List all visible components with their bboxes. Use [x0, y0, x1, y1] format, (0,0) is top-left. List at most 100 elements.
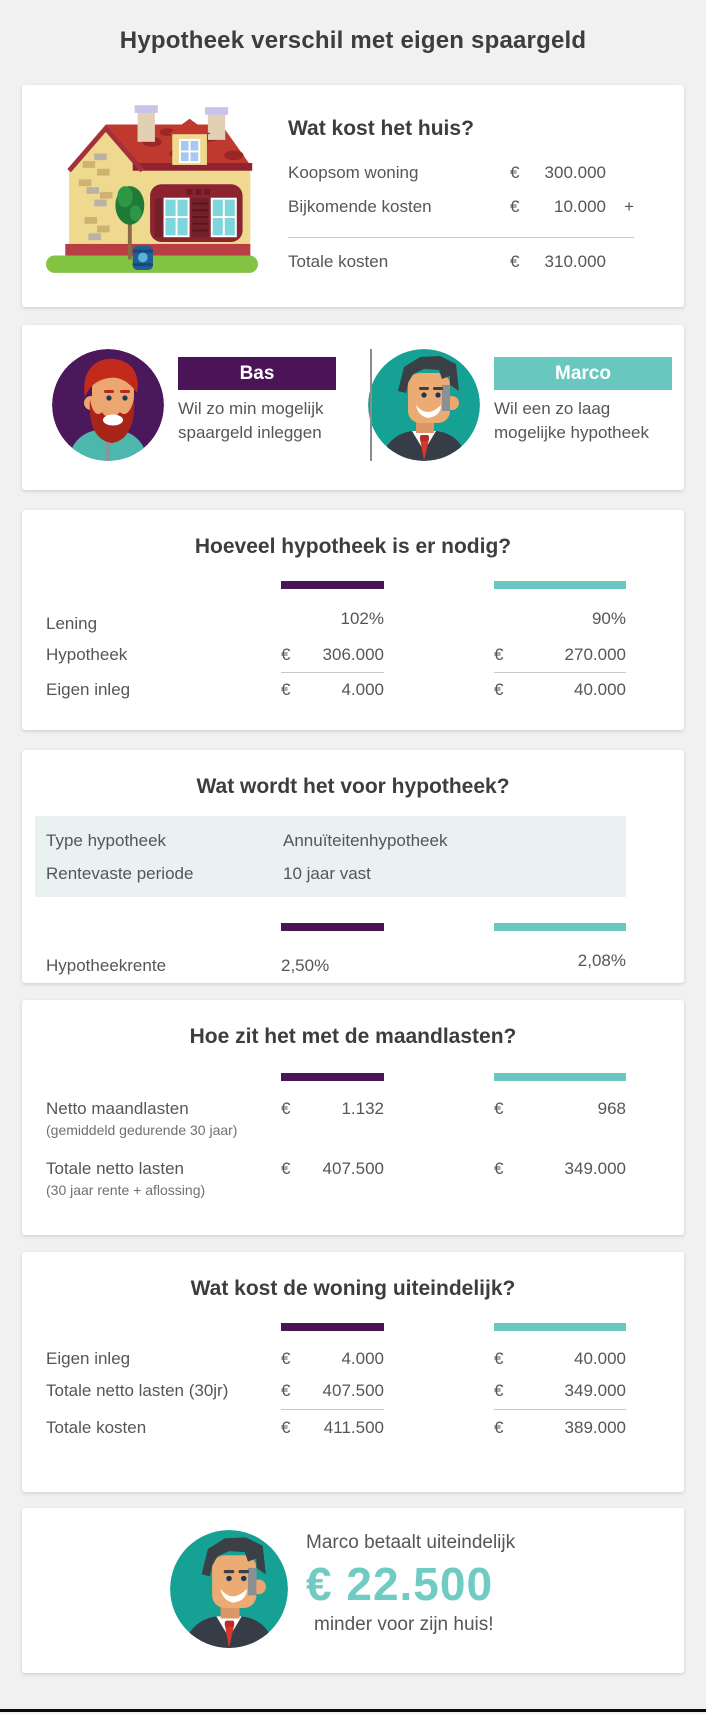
color-bars-row [22, 923, 684, 931]
color-bars-row [22, 581, 684, 589]
row-label: Eigen inleg [46, 1349, 131, 1368]
bas-color-bar [281, 1073, 384, 1081]
currency-symbol: € [494, 680, 504, 699]
row-label: Koopsom woning [288, 163, 419, 182]
currency-symbol: € [281, 1349, 291, 1368]
bas-color-bar [281, 581, 384, 589]
row-value: €300.000 [510, 163, 606, 183]
currency-symbol: € [494, 1099, 504, 1118]
marco-value: 40.000 [574, 1349, 626, 1368]
row-value: €310.000 [510, 252, 606, 272]
comparison-row: Netto maandlasten (gemiddeld gedurende 30… [22, 1099, 684, 1138]
row-value: €10.000 [510, 197, 606, 217]
currency-symbol: € [494, 1418, 504, 1437]
house-cost-content: Wat kost het huis? Koopsom woning €300.0… [288, 103, 660, 307]
marco-color-bar [494, 1073, 626, 1081]
currency-symbol: € [281, 645, 291, 664]
row-label: Type hypotheek [46, 831, 167, 850]
label-sub: (gemiddeld gedurende 30 jaar) [46, 1122, 238, 1138]
card-title: Wat wordt het voor hypotheek? [196, 775, 510, 798]
currency-symbol: € [510, 197, 520, 216]
label-sub: (30 jaar rente + aflossing) [46, 1182, 206, 1198]
marco-value: 389.000 [564, 1418, 626, 1437]
bas-value: 407.500 [322, 1381, 384, 1400]
comparison-row: Hypotheek €306.000 €270.000 [22, 645, 684, 665]
marco-color-bar [494, 1323, 626, 1331]
bas-value: 4.000 [341, 680, 384, 699]
row-label: Hypotheek [46, 645, 128, 664]
amount: 300.000 [544, 163, 606, 182]
bas-value: 4.000 [341, 1349, 384, 1368]
sum-divider [494, 1409, 626, 1410]
label-main: Netto maandlasten [46, 1099, 189, 1118]
house-cost-card: Wat kost het huis? Koopsom woning €300.0… [22, 85, 684, 307]
vertical-divider [370, 349, 372, 461]
row-label: Rentevaste periode [46, 864, 194, 883]
bas-color-bar [281, 923, 384, 931]
plus-operator: + [624, 197, 634, 216]
marco-value: 968 [597, 1099, 626, 1118]
interest-rate-row: Hypotheekrente 2,50% 2,08% [22, 951, 684, 976]
bas-color-bar [281, 1323, 384, 1331]
currency-symbol: € [494, 1381, 504, 1400]
comparison-row: Eigen inleg €4.000 €40.000 [22, 1349, 684, 1369]
marco-avatar-icon [368, 349, 480, 461]
marco-value: 270.000 [564, 645, 626, 664]
bottom-border-line [0, 1709, 706, 1712]
card-title: Wat kost de woning uiteindelijk? [190, 1277, 516, 1300]
color-bars-row [22, 1073, 684, 1081]
marco-value: 40.000 [574, 680, 626, 699]
sum-divider-row [22, 1409, 684, 1410]
final-cost-card: Wat kost de woning uiteindelijk? Eigen i… [22, 1252, 684, 1492]
amount: 10.000 [554, 197, 606, 216]
currency-symbol: € [281, 1159, 291, 1178]
bas-name-badge: Bas [178, 357, 336, 390]
bas-value: 411.500 [323, 1418, 384, 1437]
total-cost-row: Totale kosten €310.000 [288, 252, 634, 272]
currency-symbol: € [281, 1099, 291, 1118]
row-label: Totale kosten [288, 252, 389, 271]
currency-symbol: € [281, 1418, 291, 1437]
bas-value: 306.000 [322, 645, 384, 664]
currency-symbol: € [494, 645, 504, 664]
marco-color-bar [494, 581, 626, 589]
sum-divider [281, 1409, 384, 1410]
marco-avatar-icon [170, 1530, 288, 1648]
comparison-row: Eigen inleg €4.000 €40.000 [22, 680, 684, 700]
conclusion-card: Marco betaalt uiteindelijk € 22.500 mind… [22, 1508, 684, 1673]
sum-divider-row [22, 672, 684, 673]
marco-info: Marco Wil een zo laag mogelijke hypothee… [494, 357, 672, 445]
sum-divider [281, 672, 384, 673]
row-label: Netto maandlasten (gemiddeld gedurende 30… [46, 1099, 281, 1138]
marco-goal-text: Wil een zo laag mogelijke hypotheek [494, 399, 649, 443]
currency-symbol: € [510, 163, 520, 182]
comparison-row: Totale kosten €411.500 €389.000 [22, 1418, 684, 1438]
marco-profile: Marco Wil een zo laag mogelijke hypothee… [368, 349, 684, 490]
card-title: Hoe zit het met de maandlasten? [189, 1025, 517, 1048]
marco-color-bar [494, 923, 626, 931]
monthly-costs-card: Hoe zit het met de maandlasten? Netto ma… [22, 1000, 684, 1235]
page-title: Hypotheek verschil met eigen spaargeld [119, 27, 587, 54]
info-row: Type hypotheek Annuïteitenhypotheek [46, 831, 626, 851]
cost-row: Bijkomende kosten €10.000 + [288, 197, 634, 217]
marco-value: 349.000 [564, 1159, 626, 1178]
conclusion-line1: Marco betaalt uiteindelijk [306, 1532, 516, 1553]
label-main: Totale netto lasten [46, 1159, 184, 1178]
currency-symbol: € [494, 1349, 504, 1368]
cards-container: Wat kost het huis? Koopsom woning €300.0… [0, 85, 706, 1673]
comparison-row: Totale netto lasten (30 jaar rente + aflo… [22, 1159, 684, 1198]
currency-symbol: € [281, 1381, 291, 1400]
info-row: Rentevaste periode 10 jaar vast [46, 864, 626, 884]
row-value: Annuïteitenhypotheek [283, 831, 448, 850]
bas-profile: Bas Wil zo min mogelijk spaargeld inlegg… [22, 349, 368, 490]
sum-divider [288, 237, 634, 238]
comparison-row: Lening 102% 90% [22, 609, 684, 634]
currency-symbol: € [494, 1159, 504, 1178]
mortgage-type-card: Wat wordt het voor hypotheek? Type hypot… [22, 750, 684, 983]
row-label: Lening [46, 614, 98, 633]
row-label: Hypotheekrente [46, 956, 167, 975]
bas-value: 1.132 [341, 1099, 384, 1118]
bas-goal-text: Wil zo min mogelijk spaargeld inleggen [178, 399, 324, 443]
sum-divider [494, 672, 626, 673]
bas-value: 102% [340, 609, 384, 628]
